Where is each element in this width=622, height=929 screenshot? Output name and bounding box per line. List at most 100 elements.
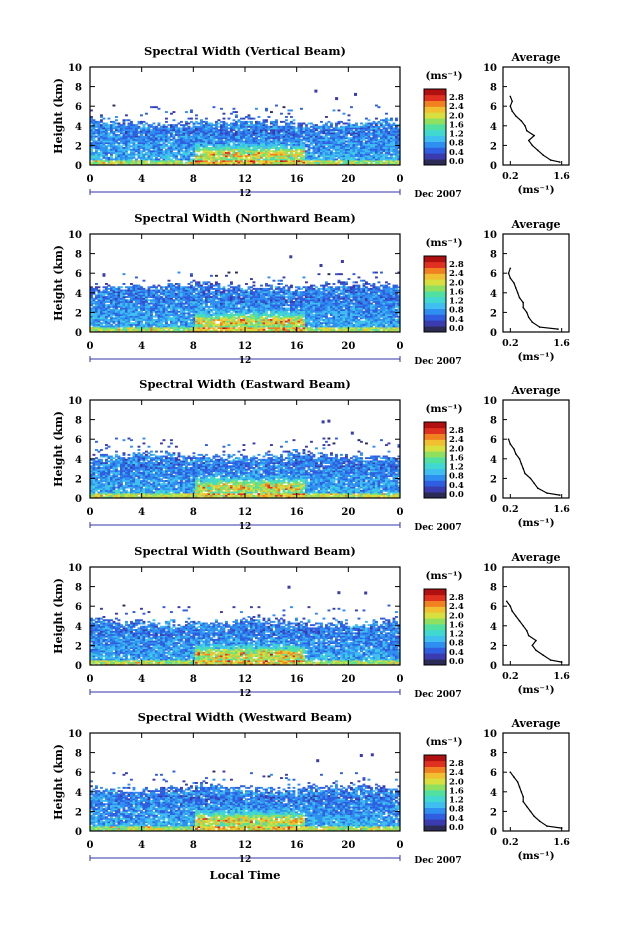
heatmap-cell xyxy=(342,127,346,130)
heatmap-cell xyxy=(295,140,298,143)
heatmap-cell xyxy=(102,129,106,131)
heatmap-cell xyxy=(230,156,233,159)
heatmap-cell xyxy=(317,130,321,133)
heatmap-cell xyxy=(262,125,266,128)
heatmap-cell xyxy=(247,114,251,117)
heatmap-cell xyxy=(372,150,376,153)
heatmap-cell xyxy=(97,135,101,138)
heatmap-cell xyxy=(177,129,181,131)
heatmap-cell xyxy=(145,145,148,148)
heatmap-cell xyxy=(235,138,238,141)
average-profile-point xyxy=(542,154,545,156)
heatmap-cell xyxy=(360,150,363,153)
heatmap-cell xyxy=(112,143,116,146)
heatmap-cell xyxy=(167,160,171,163)
heatmap-cell xyxy=(265,127,268,130)
heatmap-cell xyxy=(390,161,393,164)
heatmap-cell xyxy=(240,145,243,148)
heatmap-cell xyxy=(220,120,223,123)
heatmap-cell xyxy=(355,127,358,130)
heatmap-cell xyxy=(382,161,386,164)
heatmap-cell xyxy=(330,156,333,159)
heatmap-cell xyxy=(127,138,131,141)
heatmap-cell xyxy=(125,155,128,158)
heatmap-cell xyxy=(302,137,306,140)
heatmap-cell xyxy=(130,286,133,289)
heatmap-cell xyxy=(147,151,151,154)
heatmap-cell xyxy=(155,129,158,131)
heatmap-cell xyxy=(370,148,373,151)
heatmap-cell xyxy=(152,163,156,166)
heatmap-cell xyxy=(97,294,101,297)
heatmap-cell xyxy=(125,140,128,143)
heatmap-cell xyxy=(90,299,93,302)
heatmap-cell xyxy=(292,133,296,136)
heatmap-cell xyxy=(125,153,128,156)
heatmap-cell xyxy=(175,161,178,164)
heatmap-cell xyxy=(300,130,303,133)
heatmap-cell xyxy=(305,160,308,163)
heatmap-cell xyxy=(310,147,313,149)
heatmap-cell xyxy=(142,120,146,123)
heatmap-cell xyxy=(325,160,328,163)
heatmap-cell xyxy=(100,124,103,127)
heatmap-cell xyxy=(337,150,341,153)
heatmap-cell xyxy=(227,161,231,164)
heatmap-cell xyxy=(200,125,203,128)
heatmap-cell xyxy=(260,163,263,166)
heatmap-cell xyxy=(157,153,161,156)
heatmap-cell xyxy=(282,155,286,158)
heatmap-cell xyxy=(97,158,101,161)
heatmap-cell xyxy=(260,156,263,159)
heatmap-cell xyxy=(337,153,341,156)
heatmap-cell xyxy=(360,148,363,151)
heatmap-cell xyxy=(292,155,296,158)
heatmap-cell xyxy=(250,138,253,141)
heatmap-cell xyxy=(307,138,311,141)
heatmap-cell xyxy=(267,116,271,118)
heatmap-cell xyxy=(375,135,378,138)
heatmap-cell xyxy=(232,153,236,156)
heatmap-cell xyxy=(140,130,143,133)
heatmap-cell xyxy=(377,120,381,123)
heatmap-cell xyxy=(297,127,301,130)
heatmap-cell xyxy=(132,124,136,127)
heatmap-cell xyxy=(157,147,161,149)
heatmap-cell xyxy=(297,163,301,166)
heatmap-cell xyxy=(260,140,263,143)
heatmap-cell xyxy=(310,137,313,140)
heatmap-cell xyxy=(100,310,103,313)
average-profile-point xyxy=(509,105,512,107)
heatmap-cell xyxy=(335,143,338,146)
heatmap-cell xyxy=(395,124,398,127)
heatmap-cell xyxy=(97,138,101,141)
heatmap-cell xyxy=(167,129,171,131)
heatmap-cell xyxy=(102,147,106,149)
heatmap-cell xyxy=(122,130,126,133)
heatmap-cell xyxy=(187,283,191,285)
heatmap-cell xyxy=(235,148,238,151)
heatmap-cell xyxy=(130,127,133,130)
heatmap-cell xyxy=(315,129,318,131)
heatmap-cell xyxy=(145,127,148,130)
heatmap-cell xyxy=(390,142,393,145)
heatmap-cell xyxy=(117,147,121,149)
heatmap-cell xyxy=(372,133,376,136)
heatmap-cell xyxy=(335,147,338,149)
heatmap-cell xyxy=(232,145,236,148)
heatmap-cell xyxy=(255,143,258,146)
heatmap-cell xyxy=(132,147,136,149)
heatmap-cell xyxy=(287,129,291,131)
heatmap-cell xyxy=(395,135,398,138)
heatmap-cell xyxy=(377,106,381,109)
heatmap-cell xyxy=(260,161,263,164)
heatmap-cell xyxy=(335,127,338,130)
heatmap-cell xyxy=(95,307,98,310)
panel-title: Spectral Width (Vertical Beam) xyxy=(144,44,346,58)
heatmap-cell xyxy=(95,135,98,138)
heatmap-cell xyxy=(230,289,233,292)
heatmap-cell xyxy=(300,140,303,143)
heatmap-cell xyxy=(312,160,316,163)
heatmap-cell xyxy=(360,160,363,163)
heatmap-cell xyxy=(210,133,213,136)
